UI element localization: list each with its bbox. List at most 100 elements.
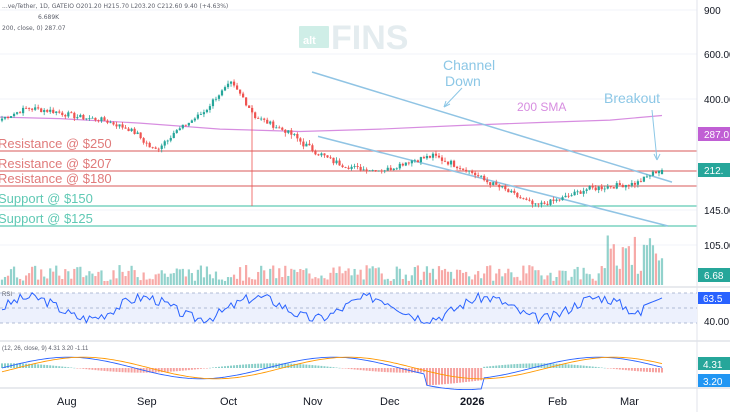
candle-body: [49, 109, 52, 112]
candle-body: [70, 112, 73, 114]
volume-bar: [106, 280, 109, 285]
candle-body: [3, 117, 7, 119]
volume-bar: [374, 268, 377, 285]
volume-bar: [211, 278, 215, 285]
macd-hist-bar: [585, 365, 588, 368]
candle-body: [389, 167, 392, 171]
macd-hist-bar: [121, 368, 124, 373]
candle-body: [127, 128, 130, 132]
candle-body: [241, 93, 245, 98]
candle-body: [190, 120, 193, 123]
macd-hist-bar: [184, 368, 187, 371]
volume-bar: [359, 269, 362, 285]
volume-bar: [534, 270, 537, 285]
macd-hist-bar: [389, 368, 392, 373]
candle-body: [416, 160, 419, 163]
time-axis[interactable]: Aug Sep Oct Nov Dec 2026 Feb Mar: [57, 396, 639, 408]
volume-bar: [516, 276, 519, 285]
candle-body: [576, 191, 579, 193]
symbol-info-line: ...ve/Tether, 1D, GATEIO O201.20 H215.70…: [2, 3, 229, 10]
macd-hist-bar: [124, 368, 127, 373]
macd-hist-bar: [221, 366, 223, 368]
macd-hist-bar: [16, 363, 19, 368]
macd-hist-bar: [434, 368, 437, 385]
candle-body: [522, 198, 525, 200]
volume-bar: [654, 253, 658, 285]
candle-body: [594, 187, 597, 191]
volume-bar: [344, 270, 347, 285]
rsi-badge-bg: [698, 292, 730, 304]
macd-hist-bar: [380, 368, 383, 372]
macd-hist-bar: [317, 365, 320, 368]
macd-hist-bar: [395, 368, 398, 373]
volume-bar: [18, 278, 22, 285]
volume-bar: [299, 268, 302, 285]
volume-bar: [413, 267, 416, 285]
volume-bar: [495, 273, 498, 285]
candle-body: [109, 122, 112, 124]
macd-histogram: [1, 363, 663, 386]
candle-body: [549, 199, 552, 205]
volume-bar: [461, 272, 465, 285]
volume-bar: [31, 266, 34, 285]
time-label: Sep: [137, 396, 157, 408]
candle-body: [374, 170, 377, 172]
candle-body: [413, 160, 416, 162]
macd-hist-bar: [612, 368, 615, 369]
candle-body: [341, 165, 344, 168]
candle-body: [651, 171, 655, 176]
candle-body: [606, 186, 609, 189]
macd-hist-bar: [329, 366, 332, 368]
volume-bar: [70, 278, 73, 285]
volume-bar: [67, 271, 70, 285]
candle-body: [561, 197, 564, 201]
macd-hist-bar: [462, 368, 465, 383]
volume-bar: [46, 278, 49, 285]
macd-hist-bar: [344, 368, 347, 369]
macd-hist-bar: [374, 368, 377, 372]
macd-hist-bar: [263, 363, 266, 368]
price-badge-bg: [698, 163, 730, 177]
candle-body: [365, 169, 368, 171]
candle-body: [567, 195, 570, 197]
volume-bar: [241, 280, 245, 285]
candle-body: [211, 99, 215, 107]
price-tick: 600.00: [704, 50, 730, 61]
candle-body: [281, 127, 284, 130]
macd-hist-bar: [371, 368, 374, 372]
volume-bar: [549, 272, 552, 285]
candle-body: [43, 110, 46, 113]
volume-bar: [585, 273, 588, 285]
macd-hist-bar: [582, 365, 585, 368]
sma-info-line: 200, close, 0) 287.07: [2, 25, 66, 32]
macd-hist-bar: [489, 366, 492, 368]
volume-bar: [178, 269, 181, 285]
macd-hist-bar: [453, 368, 456, 384]
volume-bar: [443, 268, 447, 285]
time-label: Nov: [303, 396, 323, 408]
macd-hist-bar: [257, 363, 260, 368]
volume-bar: [232, 274, 236, 285]
volume-bar: [582, 267, 585, 285]
macd-hist-bar: [196, 368, 199, 370]
volume-bar: [434, 279, 438, 285]
price-tick: 145.00: [704, 206, 730, 217]
macd-hist-bar: [49, 365, 52, 368]
candle-body: [461, 168, 465, 170]
macd-hist-bar: [217, 366, 220, 368]
breakout-arrowhead: [653, 153, 661, 161]
macd-hist-bar: [431, 368, 434, 386]
candle-body: [440, 157, 444, 161]
candle-body: [338, 160, 341, 166]
macd-hist-bar: [425, 368, 428, 386]
macd-hist-bar: [70, 367, 73, 369]
price-axis[interactable]: 900 600.00 400.00 145.00 105.00: [704, 6, 730, 252]
macd-hist-bar: [570, 364, 573, 368]
candle-body: [299, 138, 302, 142]
candle-body: [160, 145, 163, 149]
volume-bar: [332, 267, 335, 285]
macd-hist-bar: [471, 368, 474, 382]
candle-body: [163, 141, 166, 146]
macd-hist-bar: [199, 368, 202, 369]
